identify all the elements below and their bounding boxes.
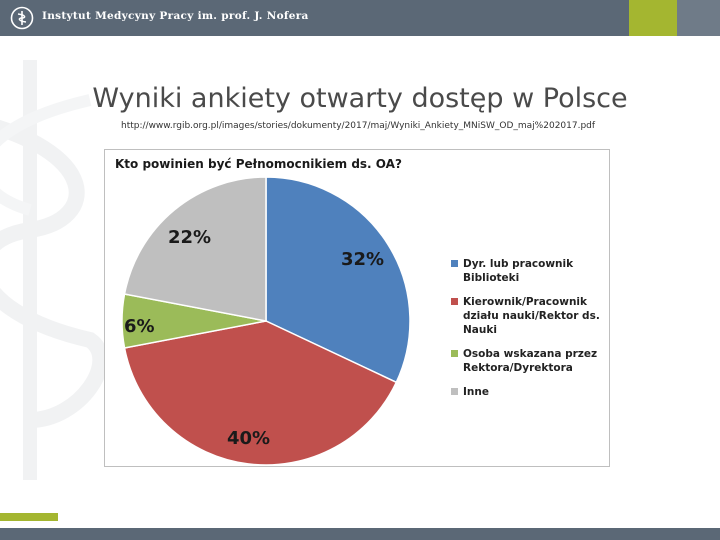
slice-label-osoba-wskazana: 6% <box>124 316 155 337</box>
footer-accent-green <box>0 513 58 521</box>
chart-title: Kto powinien być Pełnomocnikiem ds. OA? <box>115 157 402 171</box>
header-accent-gray <box>677 0 720 36</box>
institute-name: Instytut Medycyny Pracy im. prof. J. Nof… <box>42 10 309 22</box>
header-accent-green <box>629 0 677 36</box>
legend-item-biblioteka: Dyr. lub pracownik Biblioteki <box>451 257 606 285</box>
chart-legend: Dyr. lub pracownik Biblioteki Kierownik/… <box>451 257 606 409</box>
slice-label-inne: 22% <box>168 227 212 248</box>
slice-biblioteka <box>265 176 411 384</box>
legend-label: Dyr. lub pracownik Biblioteki <box>463 258 574 284</box>
legend-swatch <box>451 388 458 395</box>
legend-swatch <box>451 350 458 357</box>
legend-swatch <box>451 260 458 267</box>
legend-label: Osoba wskazana przez Rektora/Dyrektora <box>463 348 598 374</box>
slice-inne <box>123 176 267 322</box>
legend-item-dzial-nauki: Kierownik/Pracownik działu nauki/Rektor … <box>451 295 606 337</box>
legend-item-osoba-wskazana: Osoba wskazana przez Rektora/Dyrektora <box>451 347 606 375</box>
caduceus-logo-icon <box>10 6 34 30</box>
legend-label: Kierownik/Pracownik działu nauki/Rektor … <box>463 296 600 336</box>
footer-bar <box>0 528 720 540</box>
header-bar <box>0 0 720 36</box>
source-url: http://www.rgib.org.pl/images/stories/do… <box>121 121 596 131</box>
legend-item-inne: Inne <box>451 385 606 399</box>
slide-title: Wyniki ankiety otwarty dostęp w Polsce <box>92 83 628 114</box>
caduceus-watermark-icon <box>0 60 109 480</box>
slice-label-biblioteka: 32% <box>341 249 385 270</box>
legend-label: Inne <box>463 386 489 398</box>
legend-swatch <box>451 298 458 305</box>
slice-dzial-nauki <box>123 320 398 466</box>
slice-label-dzial-nauki: 40% <box>227 428 271 449</box>
pie-plot <box>121 176 411 466</box>
pie-chart: Kto powinien być Pełnomocnikiem ds. OA? … <box>104 149 610 467</box>
